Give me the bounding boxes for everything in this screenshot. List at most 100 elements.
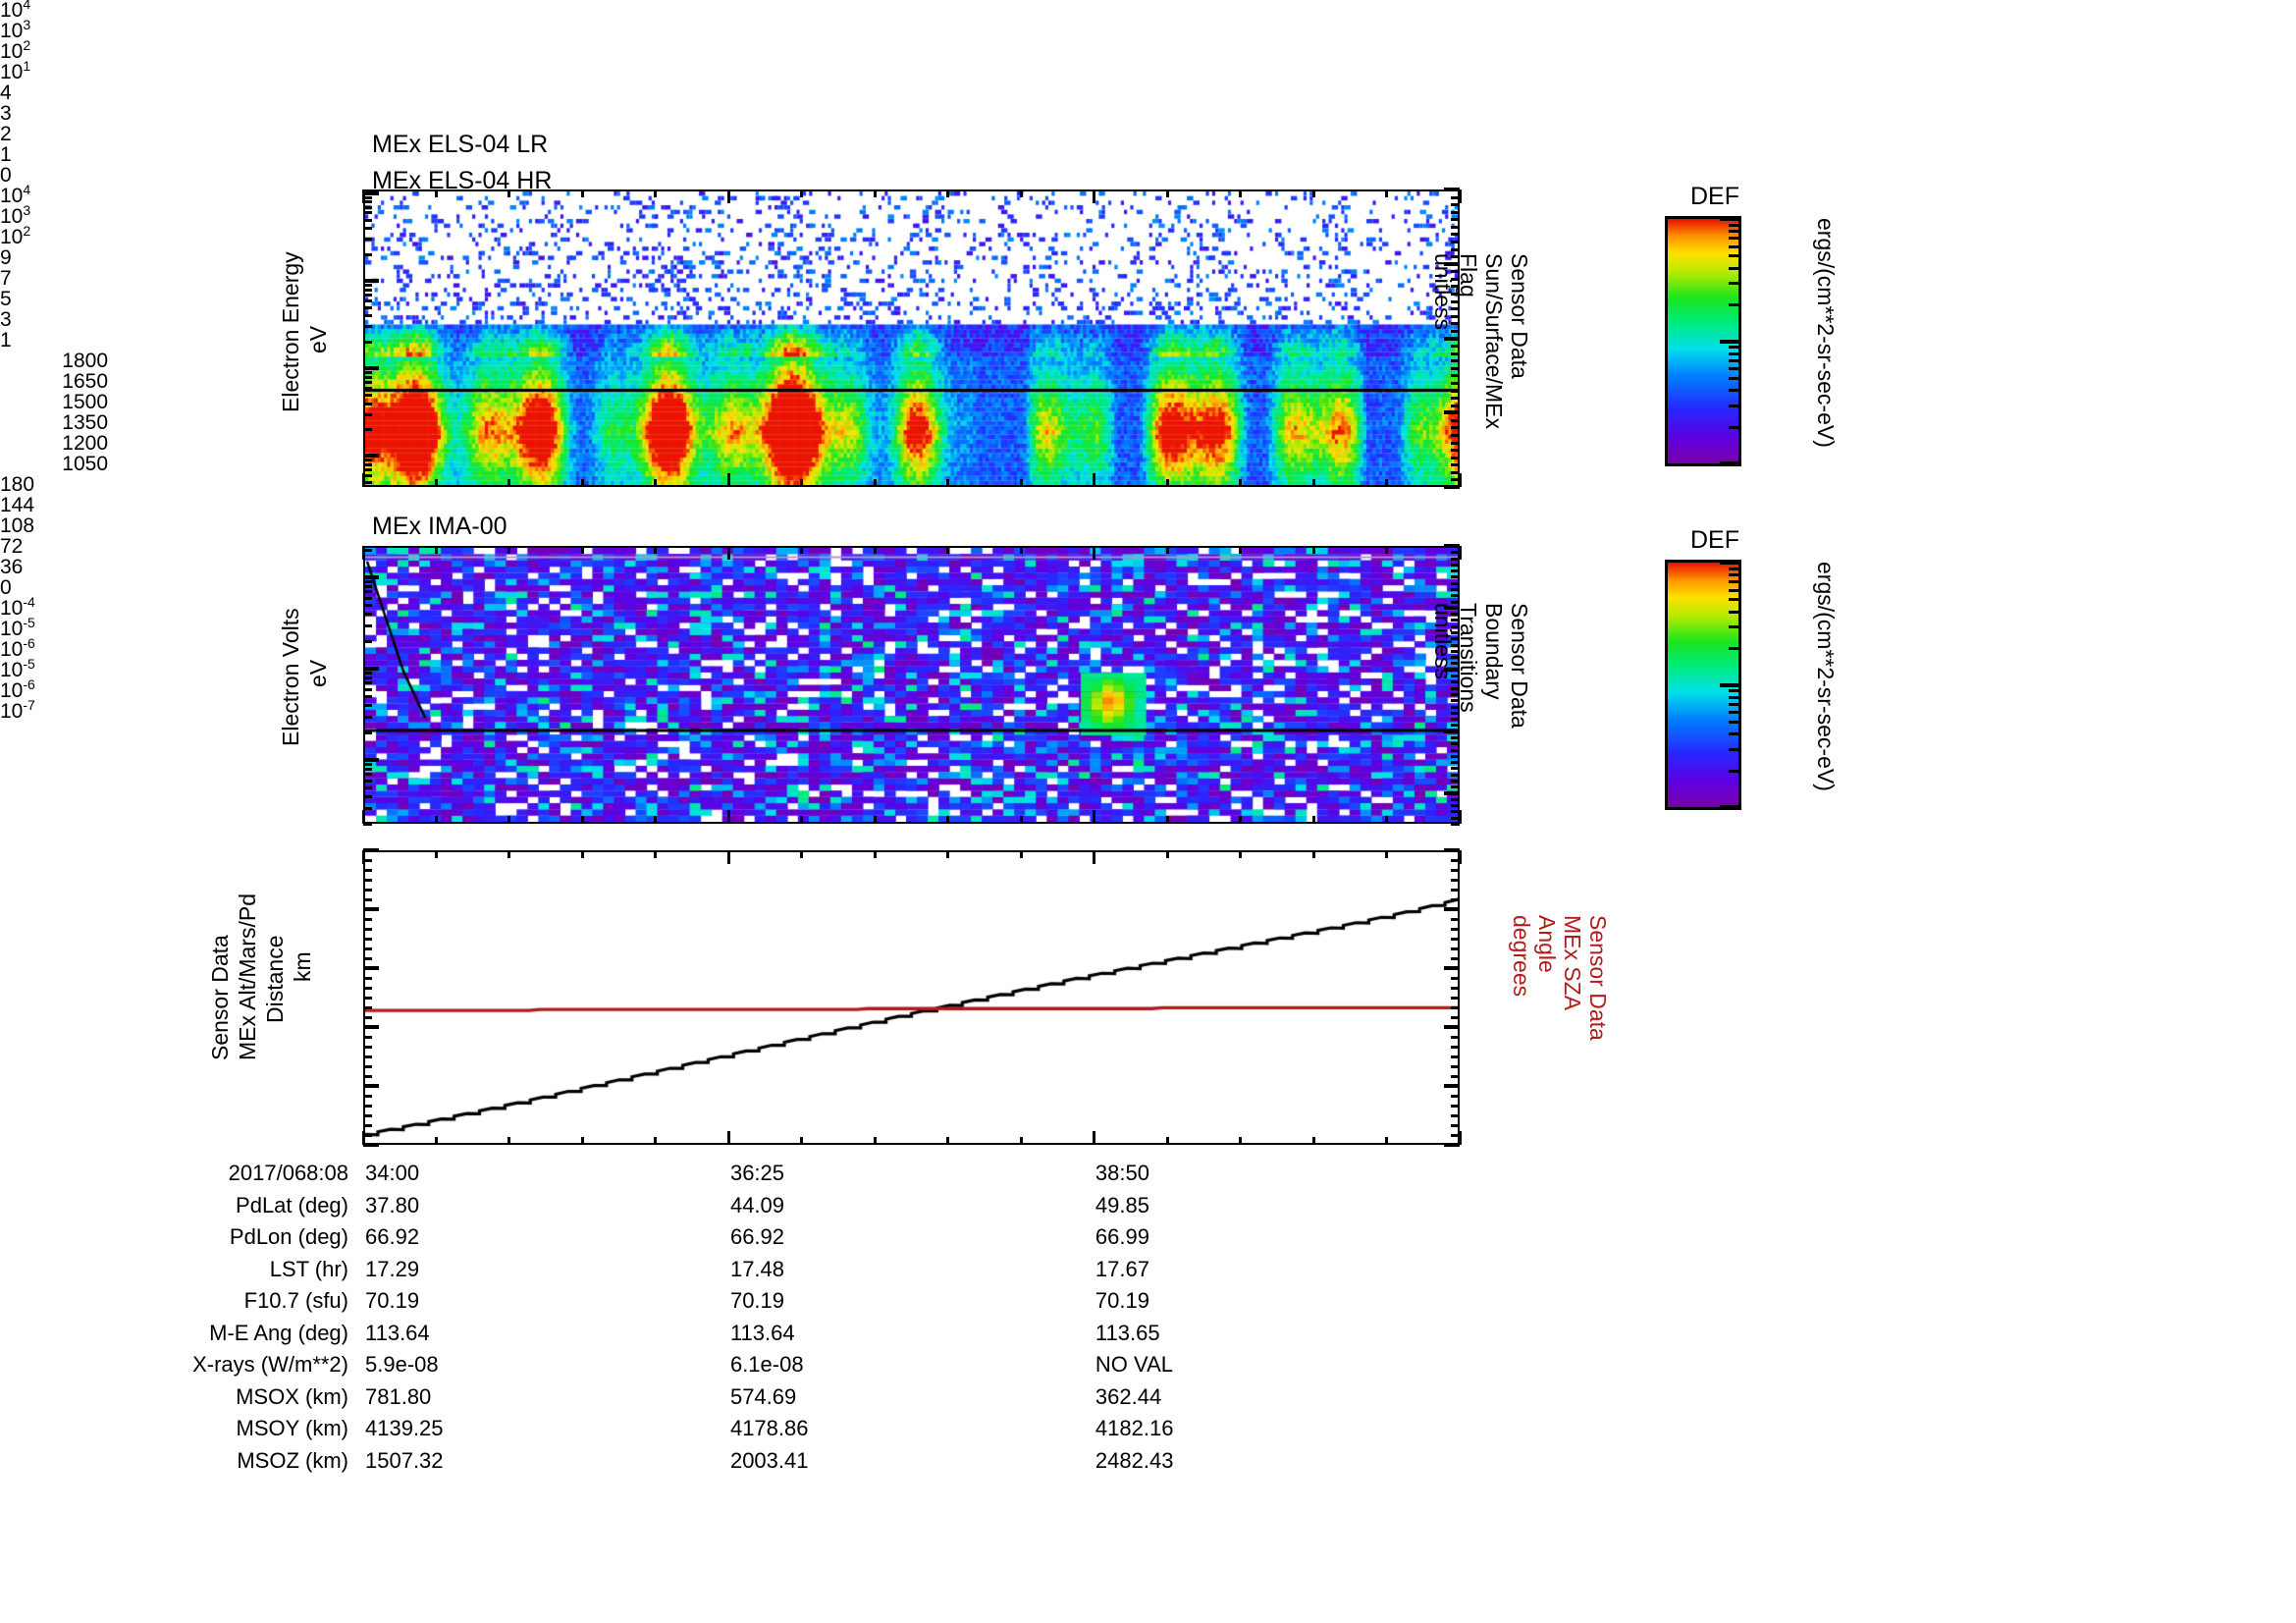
axis-tick — [363, 1085, 372, 1088]
axis-tick — [1451, 299, 1460, 303]
axis-tick — [1451, 804, 1460, 808]
axis-tick — [363, 869, 372, 872]
axis-tick — [1451, 389, 1460, 393]
table-row-label: F10.7 (sfu) — [243, 1288, 348, 1313]
axis-tick — [1451, 381, 1460, 385]
axis-tick — [1451, 478, 1460, 482]
axis-tick — [363, 666, 379, 671]
axis-tick — [363, 590, 372, 594]
axis-tick — [363, 314, 372, 318]
table-cell: 113.64 — [729, 1320, 795, 1345]
panel1-ytick-label: 103 — [0, 17, 31, 42]
colorbar-major-tick — [1720, 682, 1739, 687]
axis-tick — [1451, 575, 1460, 579]
axis-tick — [1451, 711, 1460, 715]
axis-tick — [1019, 850, 1023, 858]
table-cell: 17.67 — [1095, 1256, 1149, 1281]
axis-tick — [580, 546, 584, 554]
colorbar-minor-tick — [1729, 358, 1739, 362]
axis-tick — [1451, 314, 1460, 318]
axis-tick — [1165, 816, 1169, 824]
axis-tick — [1311, 189, 1315, 197]
axis-tick — [361, 189, 365, 203]
axis-tick — [580, 816, 584, 824]
axis-tick — [1451, 262, 1460, 266]
axis-tick — [363, 676, 372, 679]
axis-tick — [1451, 898, 1460, 901]
axis-tick — [1451, 742, 1460, 746]
axis-tick — [434, 189, 438, 197]
axis-tick — [1311, 479, 1315, 487]
axis-tick — [1451, 545, 1460, 548]
table-cell: 5.9e-08 — [365, 1352, 439, 1377]
axis-tick — [1093, 546, 1096, 560]
axis-tick — [363, 977, 372, 980]
table-cell: 66.92 — [729, 1224, 785, 1249]
axis-tick — [363, 371, 372, 375]
axis-tick — [1165, 1137, 1169, 1145]
axis-tick — [873, 816, 877, 824]
table-cell: 6.1e-08 — [729, 1352, 804, 1377]
axis-tick — [1451, 352, 1460, 355]
axis-tick — [363, 773, 372, 777]
axis-tick — [1451, 724, 1460, 728]
axis-tick — [363, 898, 372, 901]
axis-tick — [1385, 189, 1389, 197]
axis-tick — [1458, 810, 1462, 824]
axis-tick — [363, 454, 379, 459]
axis-tick — [1019, 479, 1023, 487]
axis-tick — [1451, 977, 1460, 980]
panel3-plot-frame[interactable] — [363, 850, 1460, 1145]
axis-tick — [363, 459, 372, 462]
axis-tick — [654, 546, 658, 554]
panel3-left-ytick-label: 1500 — [62, 391, 108, 413]
panel1-plot-frame[interactable] — [363, 189, 1460, 487]
panel2-plot-frame[interactable] — [363, 546, 1460, 824]
axis-tick — [363, 1065, 372, 1068]
axis-tick — [1451, 189, 1460, 191]
axis-tick — [726, 546, 730, 560]
axis-tick — [363, 889, 372, 892]
axis-tick — [654, 1137, 658, 1145]
axis-tick — [1451, 600, 1460, 604]
colorbar-minor-tick — [1729, 244, 1739, 248]
axis-tick — [363, 1124, 372, 1127]
colorbar-minor-tick — [1729, 352, 1739, 355]
axis-tick — [363, 757, 379, 762]
panel3-right-ytick-label: 180 — [0, 473, 35, 496]
colorbar-major-tick — [1720, 561, 1739, 565]
axis-tick — [1165, 479, 1169, 487]
colorbar-minor-tick — [1729, 588, 1739, 592]
axis-tick — [1451, 816, 1460, 820]
axis-tick — [363, 298, 372, 302]
axis-tick — [363, 190, 379, 195]
axis-tick — [1239, 850, 1243, 858]
axis-tick — [363, 227, 372, 231]
axis-tick — [1451, 675, 1460, 678]
axis-tick — [1093, 189, 1096, 203]
table-cell: 2003.41 — [729, 1447, 809, 1473]
panel1-ytick-label: 104 — [0, 0, 31, 22]
colorbar-minor-tick — [1729, 425, 1739, 429]
axis-tick — [1451, 613, 1460, 617]
table-cell: 17.48 — [729, 1256, 785, 1281]
axis-tick — [1385, 479, 1389, 487]
axis-tick — [1451, 1065, 1460, 1068]
table-cell: 66.92 — [365, 1224, 420, 1249]
axis-tick — [800, 479, 804, 487]
axis-tick — [361, 850, 365, 864]
axis-tick — [1019, 816, 1023, 824]
axis-tick — [1451, 928, 1460, 931]
axis-tick — [1385, 1137, 1389, 1145]
axis-tick — [1451, 449, 1460, 453]
colorbar-minor-tick — [1729, 282, 1739, 286]
axis-tick — [1451, 470, 1460, 474]
axis-tick — [1451, 569, 1460, 573]
colorbar-minor-tick — [1729, 573, 1739, 577]
axis-tick — [363, 1036, 372, 1039]
axis-tick — [363, 200, 372, 204]
axis-tick — [1019, 546, 1023, 554]
axis-tick — [1451, 879, 1460, 882]
colorbar-major-tick — [1720, 805, 1739, 809]
table-cell: 49.85 — [1095, 1192, 1149, 1217]
